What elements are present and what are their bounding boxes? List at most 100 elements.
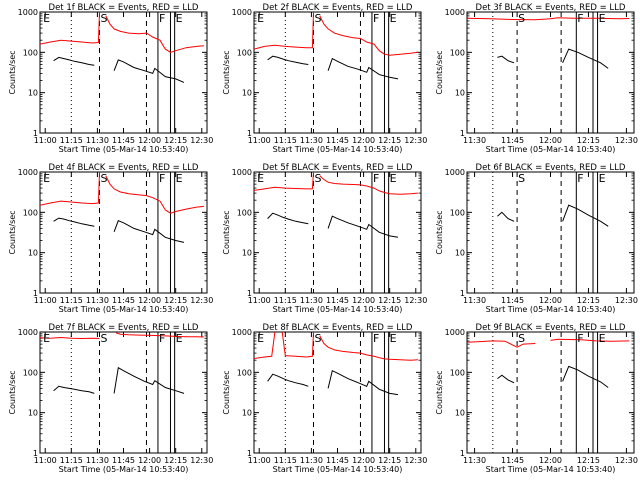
x-tick-label: 12:15 bbox=[577, 456, 600, 465]
plot-data bbox=[254, 12, 418, 133]
x-tick-label: 11:00 bbox=[34, 456, 57, 465]
y-tick-label: 10 bbox=[455, 89, 465, 98]
y-tick-label: 10 bbox=[242, 409, 252, 418]
x-tick-label: 12:00 bbox=[138, 296, 161, 305]
series-line-events bbox=[53, 56, 95, 66]
plot-data bbox=[254, 172, 418, 293]
x-tick-label: 12:15 bbox=[577, 136, 600, 145]
x-axis-label: Start Time (05-Mar-14 10:53:40) bbox=[59, 305, 189, 314]
chart-panel-det-8: Det 8f BLACK = Events, RED = LLD 1 10 100 10… bbox=[222, 323, 427, 474]
plot-frame bbox=[466, 11, 635, 134]
x-axis-label: Start Time (05-Mar-14 10:53:40) bbox=[59, 145, 189, 154]
x-tick-label: 11:30 bbox=[300, 456, 323, 465]
phase-flag-s: S bbox=[518, 12, 525, 25]
panel-title: Det 1f BLACK = Events, RED = LLD bbox=[49, 3, 199, 13]
series-line-events bbox=[113, 366, 185, 394]
plot-data bbox=[492, 172, 609, 293]
x-tick-label: 11:45 bbox=[501, 136, 524, 145]
phase-flag-e: E bbox=[176, 332, 183, 345]
series-line-lld bbox=[467, 17, 630, 21]
x-tick-label: 11:30 bbox=[300, 136, 323, 145]
plot-frame bbox=[466, 171, 635, 294]
x-tick-label: 11:45 bbox=[112, 296, 135, 305]
plot-frame bbox=[39, 171, 208, 294]
x-tick-label: 12:30 bbox=[615, 136, 638, 145]
x-axis-label: Start Time (05-Mar-14 10:53:40) bbox=[486, 305, 616, 314]
y-axis-label: Counts/sec bbox=[8, 210, 17, 254]
panel-title: Det 9f BLACK = Events, RED = LLD bbox=[476, 323, 626, 333]
x-tick-label: 12:30 bbox=[404, 296, 427, 305]
series-line-events bbox=[53, 385, 95, 394]
phase-flag-e: E bbox=[257, 12, 264, 25]
x-tick-label: 12:00 bbox=[138, 136, 161, 145]
plot-data bbox=[40, 332, 204, 453]
x-tick-label: 11:30 bbox=[300, 296, 323, 305]
phase-flag-e: E bbox=[257, 332, 264, 345]
y-tick-label: 100 bbox=[237, 368, 252, 377]
plot-frame bbox=[253, 171, 422, 294]
y-tick-label: 100 bbox=[450, 208, 465, 217]
x-tick-label: 11:30 bbox=[86, 456, 109, 465]
x-tick-label: 11:45 bbox=[112, 136, 135, 145]
x-tick-label: 12:15 bbox=[164, 456, 187, 465]
phase-flag-f: F bbox=[159, 12, 165, 25]
y-tick-label: 1000 bbox=[445, 328, 465, 337]
y-tick-label: 100 bbox=[237, 48, 252, 57]
series-line-events bbox=[267, 373, 309, 387]
x-tick-label: 11:30 bbox=[86, 296, 109, 305]
x-tick-label: 11:45 bbox=[326, 296, 349, 305]
series-line-lld bbox=[105, 15, 204, 53]
panel-title: Det 3f BLACK = Events, RED = LLD bbox=[476, 3, 626, 13]
y-tick-label: 1000 bbox=[445, 168, 465, 177]
y-tick-label: 1 bbox=[460, 129, 465, 138]
series-line-events bbox=[562, 48, 609, 69]
x-axis-label: Start Time (05-Mar-14 10:53:40) bbox=[273, 305, 403, 314]
plot-data bbox=[254, 332, 418, 453]
series-line-lld bbox=[550, 338, 630, 342]
chart-panel-det-5: Det 5f BLACK = Events, RED = LLD 1 10 100 10… bbox=[222, 163, 427, 314]
y-tick-label: 10 bbox=[455, 409, 465, 418]
x-tick-label: 11:30 bbox=[463, 296, 486, 305]
series-line-lld bbox=[254, 172, 314, 191]
y-tick-label: 10 bbox=[455, 249, 465, 258]
x-tick-label: 11:45 bbox=[326, 456, 349, 465]
y-axis-label: Counts/sec bbox=[435, 370, 444, 414]
x-tick-label: 11:45 bbox=[326, 136, 349, 145]
y-tick-label: 1 bbox=[33, 449, 38, 458]
y-tick-label: 1000 bbox=[18, 168, 38, 177]
series-line-events bbox=[53, 217, 95, 227]
x-tick-label: 12:00 bbox=[352, 296, 375, 305]
x-axis-label: Start Time (05-Mar-14 10:53:40) bbox=[59, 465, 189, 474]
y-tick-label: 10 bbox=[242, 89, 252, 98]
series-line-lld bbox=[105, 175, 204, 214]
plot-frame bbox=[39, 11, 208, 134]
x-tick-label: 12:30 bbox=[615, 296, 638, 305]
x-tick-label: 12:30 bbox=[615, 456, 638, 465]
y-tick-label: 10 bbox=[242, 249, 252, 258]
phase-flag-e: E bbox=[390, 12, 397, 25]
phase-flag-s: S bbox=[100, 332, 107, 345]
phase-flag-f: F bbox=[577, 172, 583, 185]
chart-panel-det-1: Det 1f BLACK = Events, RED = LLD 1 10 100 10… bbox=[8, 3, 213, 154]
series-line-events bbox=[113, 59, 185, 83]
y-tick-label: 1000 bbox=[445, 8, 465, 17]
x-tick-label: 12:15 bbox=[577, 296, 600, 305]
x-tick-label: 12:00 bbox=[352, 136, 375, 145]
chart-panel-det-9: Det 9f BLACK = Events, RED = LLD 1 10 100 10… bbox=[435, 323, 638, 474]
x-tick-label: 12:30 bbox=[190, 136, 213, 145]
series-line-events bbox=[562, 365, 609, 388]
series-line-events bbox=[267, 212, 309, 225]
y-tick-label: 10 bbox=[28, 249, 38, 258]
series-line-lld bbox=[319, 175, 418, 195]
phase-flag-e: E bbox=[599, 332, 606, 345]
x-tick-label: 11:45 bbox=[501, 296, 524, 305]
series-line-lld bbox=[40, 172, 100, 206]
y-tick-label: 1 bbox=[247, 449, 252, 458]
y-axis-label: Counts/sec bbox=[8, 50, 17, 94]
y-axis-label: Counts/sec bbox=[222, 210, 231, 254]
phase-flag-e: E bbox=[390, 172, 397, 185]
x-tick-label: 12:30 bbox=[190, 456, 213, 465]
x-tick-label: 11:30 bbox=[86, 136, 109, 145]
x-axis-label: Start Time (05-Mar-14 10:53:40) bbox=[273, 465, 403, 474]
